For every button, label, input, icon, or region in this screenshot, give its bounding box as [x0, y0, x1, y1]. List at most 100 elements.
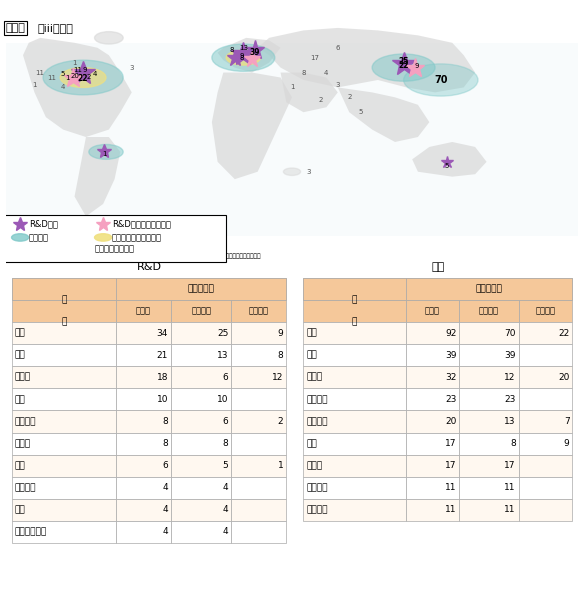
FancyBboxPatch shape — [231, 410, 286, 433]
FancyBboxPatch shape — [406, 388, 460, 410]
Text: 4: 4 — [324, 70, 329, 76]
Circle shape — [89, 145, 123, 160]
Text: 11: 11 — [504, 483, 516, 492]
Text: 3: 3 — [130, 65, 134, 71]
Text: 5: 5 — [61, 71, 65, 77]
Text: スペイン: スペイン — [306, 483, 328, 492]
FancyBboxPatch shape — [231, 344, 286, 366]
Text: 9: 9 — [82, 67, 87, 73]
FancyBboxPatch shape — [231, 300, 286, 322]
FancyBboxPatch shape — [406, 344, 460, 366]
Text: 1: 1 — [277, 461, 283, 470]
Text: 8: 8 — [301, 70, 305, 76]
Text: 34: 34 — [157, 329, 168, 338]
Text: 合　計: 合 計 — [136, 307, 151, 316]
Text: 3: 3 — [336, 82, 340, 88]
FancyBboxPatch shape — [460, 433, 519, 455]
Text: 11: 11 — [73, 67, 82, 73]
FancyBboxPatch shape — [171, 410, 231, 433]
FancyBboxPatch shape — [406, 300, 460, 322]
FancyBboxPatch shape — [12, 322, 116, 344]
FancyBboxPatch shape — [171, 455, 231, 477]
FancyBboxPatch shape — [519, 344, 572, 366]
Text: 9: 9 — [415, 62, 419, 68]
Text: 1: 1 — [102, 151, 106, 157]
Text: 4: 4 — [162, 527, 168, 536]
FancyBboxPatch shape — [519, 455, 572, 477]
Text: 2: 2 — [86, 74, 91, 80]
FancyBboxPatch shape — [116, 366, 171, 388]
Text: 21: 21 — [157, 350, 168, 359]
Text: 4: 4 — [223, 527, 228, 536]
Text: 5: 5 — [444, 163, 449, 169]
FancyBboxPatch shape — [406, 322, 460, 344]
Text: 豪州: 豪州 — [15, 505, 25, 514]
FancyBboxPatch shape — [6, 43, 578, 236]
Text: シンガポール: シンガポール — [15, 527, 47, 536]
Circle shape — [95, 234, 112, 241]
FancyBboxPatch shape — [460, 388, 519, 410]
Text: 4: 4 — [61, 85, 65, 91]
FancyBboxPatch shape — [304, 433, 406, 455]
Text: 17: 17 — [445, 461, 457, 470]
FancyBboxPatch shape — [231, 433, 286, 455]
FancyBboxPatch shape — [171, 322, 231, 344]
Text: イタリア: イタリア — [306, 505, 328, 514]
Text: 13: 13 — [504, 417, 516, 426]
Text: 本国設置: 本国設置 — [536, 307, 555, 316]
Text: 23: 23 — [445, 395, 457, 404]
Text: 22: 22 — [78, 74, 88, 83]
Text: 39: 39 — [445, 350, 457, 359]
FancyBboxPatch shape — [116, 477, 171, 499]
Text: 韓国: 韓国 — [306, 439, 317, 448]
FancyBboxPatch shape — [304, 278, 406, 300]
Polygon shape — [338, 88, 429, 142]
Text: 韓国: 韓国 — [15, 461, 25, 470]
FancyBboxPatch shape — [12, 433, 116, 455]
Text: R&D: R&D — [137, 262, 161, 272]
Text: 米国: 米国 — [306, 329, 317, 338]
Text: 70: 70 — [504, 329, 516, 338]
Polygon shape — [218, 38, 280, 73]
Text: 17: 17 — [504, 461, 516, 470]
Text: 8: 8 — [223, 439, 228, 448]
FancyBboxPatch shape — [304, 278, 572, 300]
FancyBboxPatch shape — [116, 300, 171, 322]
FancyBboxPatch shape — [171, 521, 231, 543]
Text: 類型３: 類型３ — [6, 23, 26, 33]
FancyBboxPatch shape — [231, 455, 286, 477]
Text: 20: 20 — [70, 73, 79, 79]
Text: iii）化学: iii）化学 — [37, 23, 73, 33]
Text: 5: 5 — [223, 461, 228, 470]
Text: 2: 2 — [278, 417, 283, 426]
Text: 米国: 米国 — [15, 329, 25, 338]
Text: 4: 4 — [223, 505, 228, 514]
Text: 39: 39 — [504, 350, 516, 359]
FancyBboxPatch shape — [116, 410, 171, 433]
FancyBboxPatch shape — [304, 410, 406, 433]
Text: 11: 11 — [504, 505, 516, 514]
Text: 4: 4 — [223, 483, 228, 492]
Polygon shape — [412, 142, 486, 176]
Text: 12: 12 — [272, 373, 283, 382]
FancyBboxPatch shape — [406, 499, 460, 521]
Text: 11: 11 — [36, 70, 45, 76]
Text: 25: 25 — [398, 57, 409, 66]
Text: 11: 11 — [47, 74, 56, 80]
FancyBboxPatch shape — [519, 433, 572, 455]
FancyBboxPatch shape — [231, 477, 286, 499]
FancyBboxPatch shape — [460, 366, 519, 388]
Text: 8: 8 — [162, 439, 168, 448]
Polygon shape — [280, 73, 338, 112]
FancyBboxPatch shape — [304, 499, 406, 521]
Text: ドイツ: ドイツ — [306, 373, 322, 382]
Circle shape — [95, 32, 123, 44]
FancyBboxPatch shape — [116, 388, 171, 410]
FancyBboxPatch shape — [171, 300, 231, 322]
Text: 他国設置: 他国設置 — [191, 307, 211, 316]
Circle shape — [226, 50, 260, 65]
Text: 17: 17 — [445, 439, 457, 448]
FancyBboxPatch shape — [304, 366, 406, 388]
Text: フランス: フランス — [15, 483, 36, 492]
FancyBboxPatch shape — [460, 410, 519, 433]
